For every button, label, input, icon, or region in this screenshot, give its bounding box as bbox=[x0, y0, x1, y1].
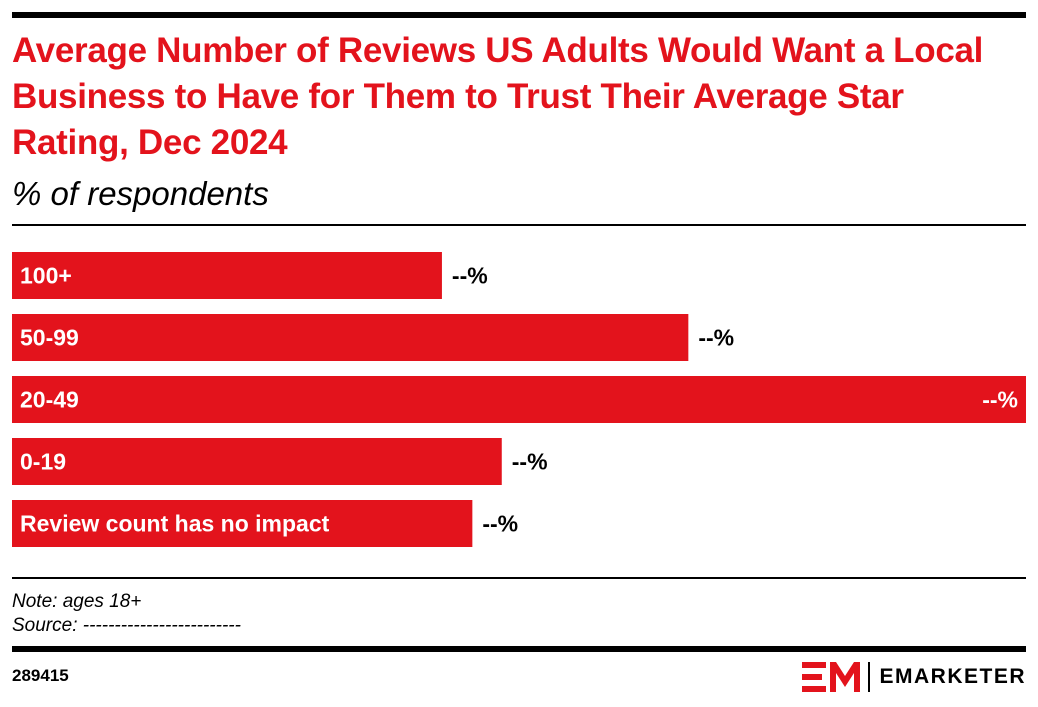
category-label-1: 50-99 bbox=[20, 325, 79, 351]
value-label-4: --% bbox=[482, 511, 518, 537]
chart-notes: Note: ages 18+ Source: -----------------… bbox=[12, 590, 241, 638]
chart-subtitle: % of respondents bbox=[12, 175, 269, 212]
source-text: Source: ------------------------- bbox=[12, 615, 241, 636]
chart-id: 289415 bbox=[12, 666, 69, 685]
em-logo-icon bbox=[802, 662, 861, 692]
bar-2 bbox=[12, 376, 1026, 423]
bar-0 bbox=[12, 252, 442, 299]
logo-divider bbox=[868, 662, 871, 692]
bar-1 bbox=[12, 314, 689, 361]
value-label-2: --% bbox=[982, 387, 1018, 413]
brand-wordmark: EMARKETER bbox=[879, 665, 1026, 688]
value-label-1: --% bbox=[698, 325, 734, 351]
emarketer-logo: EMARKETER bbox=[802, 660, 1026, 694]
note-text: Note: ages 18+ bbox=[12, 591, 142, 612]
top-rule bbox=[12, 12, 1026, 18]
value-label-3: --% bbox=[512, 449, 548, 475]
category-label-3: 0-19 bbox=[20, 449, 66, 475]
value-label-0: --% bbox=[452, 263, 488, 289]
header-divider bbox=[12, 224, 1026, 226]
bar-group: 100+ --% 50-99 --% 20-49 --% 0-19 --% Review cou… bbox=[12, 252, 1026, 547]
category-label-2: 20-49 bbox=[20, 387, 79, 413]
footer-divider bbox=[12, 577, 1026, 579]
category-label-4: Review count has no impact bbox=[20, 511, 330, 537]
category-label-0: 100+ bbox=[20, 263, 72, 289]
bottom-rule bbox=[12, 646, 1026, 652]
chart-title: Average Number of Reviews US Adults Woul… bbox=[12, 31, 984, 162]
bar-3 bbox=[12, 438, 502, 485]
bar-4 bbox=[12, 500, 473, 547]
